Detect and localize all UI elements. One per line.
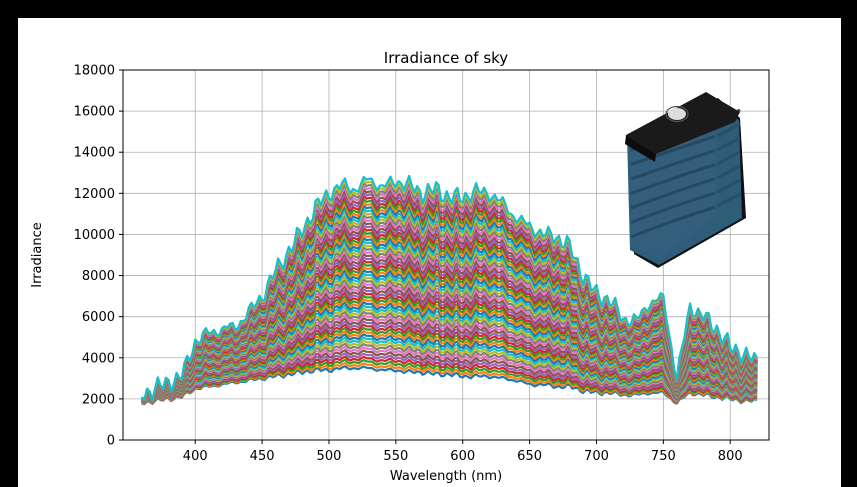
series-group [140,174,758,406]
chart-title: Irradiance of sky [384,49,509,67]
device-texture-band [716,192,741,208]
device-texture-band [716,164,741,180]
x-axis: 400 450 500 550 600 650 700 750 800 [183,440,743,464]
y-tick-label: 12000 [74,187,115,202]
device-texture-band [630,205,716,239]
device-texture-band [716,136,741,152]
y-tick-label: 2000 [82,392,115,407]
x-tick-label: 750 [651,449,676,464]
spectrum-line [140,174,758,401]
x-tick-label: 800 [718,449,743,464]
device-texture-band [630,191,716,224]
y-tick-label: 8000 [82,269,115,284]
y-tick-label: 4000 [82,351,115,366]
device-texture-band [630,163,716,195]
device-cap [626,92,740,154]
device-texture-band [716,122,741,138]
irradiance-chart: 400 450 500 550 600 650 700 750 800 0 2000 4000 600… [30,49,770,484]
y-axis: 0 2000 4000 6000 8000 10000 12000 14000 16000 180… [74,64,123,449]
y-tick-label: 6000 [82,310,115,325]
x-tick-label: 550 [383,449,408,464]
device-lens [668,108,686,120]
y-tick-label: 14000 [74,146,115,161]
y-tick-label: 16000 [74,105,115,120]
device-texture-band [716,178,741,194]
device-texture-band [716,150,741,166]
x-tick-label: 700 [584,449,609,464]
y-tick-label: 18000 [74,64,115,79]
device-texture-band [630,148,716,181]
y-axis-label: Irradiance [30,222,45,287]
device-cap-side [625,135,656,162]
sensor-device-icon [625,92,746,268]
x-axis-label: Wavelength (nm) [390,469,502,484]
figure-panel: 400 450 500 550 600 650 700 750 800 0 2000 4000 600… [18,18,841,487]
device-texture-band [630,177,716,210]
device-lens-ring [665,105,689,123]
x-tick-label: 650 [517,449,542,464]
device-texture-band [630,134,716,166]
y-tick-label: 10000 [74,228,115,243]
y-tick-label: 0 [107,434,115,449]
x-tick-label: 400 [183,449,208,464]
x-tick-label: 600 [450,449,475,464]
x-tick-label: 500 [317,449,342,464]
plot-frame [122,69,770,441]
x-tick-label: 450 [250,449,275,464]
